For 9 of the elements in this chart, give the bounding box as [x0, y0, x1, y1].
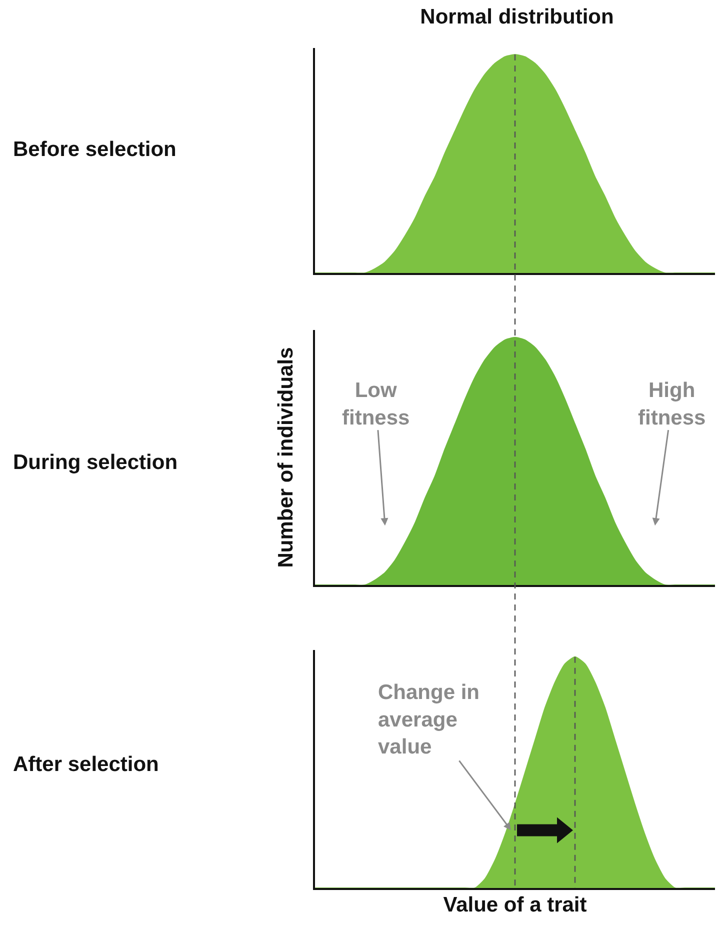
annotation: Change in average value [378, 681, 480, 759]
y-axis-title: Number of individuals [274, 347, 298, 568]
annotation: Low fitness [342, 379, 410, 430]
text: During selection [13, 451, 178, 474]
text: After selection [13, 753, 159, 776]
x-axis-title: Value of a trait [443, 894, 587, 917]
annotation: High fitness [638, 379, 706, 430]
chart-title: Normal distribution [420, 6, 614, 29]
text: Before selection [13, 138, 176, 161]
